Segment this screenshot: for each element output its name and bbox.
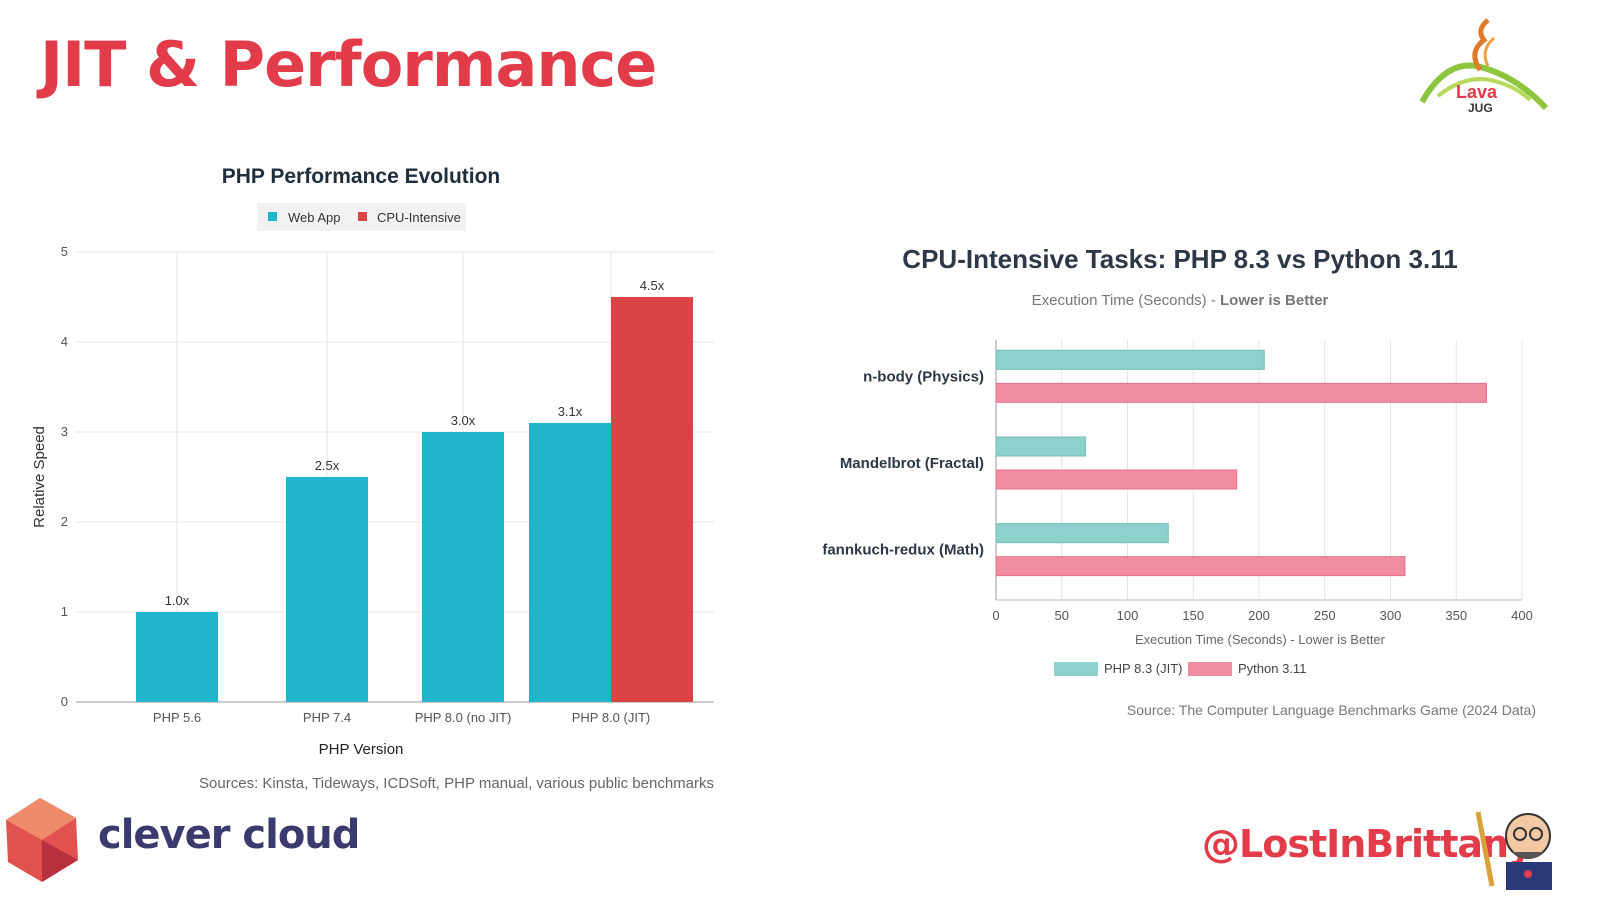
chart2-x-tick-label: 50 <box>1055 608 1069 623</box>
clever-cloud-logo <box>6 798 78 882</box>
bar-python[interactable] <box>995 469 1238 490</box>
lava-logo-text-lava: Lava <box>1456 82 1498 102</box>
chart2-source: Source: The Computer Language Benchmarks… <box>1127 702 1536 718</box>
bar-web-app[interactable] <box>136 612 218 702</box>
legend-label-cpu-intensive[interactable]: CPU-Intensive <box>377 210 461 225</box>
legend-swatch-php83 <box>1054 662 1098 676</box>
chart1-source: Sources: Kinsta, Tideways, ICDSoft, PHP … <box>199 775 714 792</box>
chart1-y-axis-label: Relative Speed <box>31 426 48 528</box>
legend-label-python[interactable]: Python 3.11 <box>1238 661 1306 676</box>
bar-web-app[interactable] <box>422 432 504 702</box>
chart1-y-tick-label: 3 <box>61 424 68 439</box>
avatar-illustration <box>1475 811 1552 890</box>
chart2-subtitle: Execution Time (Seconds) - Lower is Bett… <box>1032 292 1329 309</box>
chart1-title: PHP Performance Evolution <box>222 165 501 188</box>
chart2-title: CPU-Intensive Tasks: PHP 8.3 vs Python 3… <box>902 244 1457 274</box>
legend-swatch-python <box>1188 662 1232 676</box>
chart1-y-tick-label: 4 <box>61 334 68 349</box>
bar-php83[interactable] <box>995 436 1086 457</box>
chart2-category-label: fannkuch-redux (Math) <box>822 542 984 559</box>
bar-php83[interactable] <box>995 349 1265 370</box>
chart1-x-tick-label: PHP 8.0 (JIT) <box>572 710 651 725</box>
legend-label-web-app[interactable]: Web App <box>288 210 341 225</box>
bar-value-label-web-app: 2.5x <box>315 458 340 473</box>
chart2-category-label: Mandelbrot (Fractal) <box>840 455 984 472</box>
chart1-x-tick-label: PHP 8.0 (no JIT) <box>415 710 512 725</box>
bar-python[interactable] <box>995 382 1487 403</box>
chart2-category-label: n-body (Physics) <box>863 368 984 385</box>
cpu-intensive-chart: CPU-Intensive Tasks: PHP 8.3 vs Python 3… <box>822 244 1536 718</box>
twitter-handle: @LostInBrittany <box>1202 822 1533 866</box>
bar-python[interactable] <box>995 556 1406 577</box>
chart2-subtitle-plain: Execution Time (Seconds) - <box>1032 292 1216 309</box>
bar-value-label-web-app: 1.0x <box>165 593 190 608</box>
chart2-x-tick-label: 400 <box>1511 608 1533 623</box>
chart1-x-axis-label: PHP Version <box>319 741 404 758</box>
chart1-y-tick-label: 0 <box>61 694 68 709</box>
bar-value-label-cpu-intensive: 4.5x <box>640 278 665 293</box>
bar-web-app[interactable] <box>286 477 368 702</box>
bar-value-label-web-app: 3.0x <box>451 413 476 428</box>
legend-swatch-web-app <box>268 212 277 221</box>
chart2-x-tick-label: 200 <box>1248 608 1270 623</box>
chart2-x-tick-label: 350 <box>1445 608 1467 623</box>
chart2-x-tick-label: 150 <box>1182 608 1204 623</box>
lava-logo-text-jug: JUG <box>1468 101 1493 115</box>
chart2-x-tick-label: 100 <box>1117 608 1139 623</box>
legend-swatch-cpu-intensive <box>358 212 367 221</box>
chart2-x-tick-label: 0 <box>992 608 999 623</box>
legend-label-php83[interactable]: PHP 8.3 (JIT) <box>1104 661 1183 676</box>
bar-value-label-web-app: 3.1x <box>558 404 583 419</box>
chart2-x-tick-label: 300 <box>1380 608 1402 623</box>
chart1-x-tick-label: PHP 5.6 <box>153 710 201 725</box>
chart2-subtitle-bold: Lower is Better <box>1220 292 1329 309</box>
chart1-y-tick-label: 5 <box>61 244 68 259</box>
chart2-x-tick-label: 250 <box>1314 608 1336 623</box>
bar-cpu-intensive[interactable] <box>611 297 693 702</box>
chart1-x-tick-label: PHP 7.4 <box>303 710 351 725</box>
slide-title: JIT & Performance <box>40 28 657 101</box>
chart1-y-tick-label: 2 <box>61 514 68 529</box>
chart2-x-axis-label: Execution Time (Seconds) - Lower is Bett… <box>1135 632 1386 647</box>
lava-jug-logo: Lava JUG <box>1419 18 1549 115</box>
bar-php83[interactable] <box>995 523 1169 544</box>
chart1-y-tick-label: 1 <box>61 604 68 619</box>
php-performance-chart: PHP Performance Evolution Web App CPU-In… <box>31 165 714 792</box>
bar-web-app[interactable] <box>529 423 611 702</box>
clever-cloud-brand-text: clever cloud <box>98 812 360 858</box>
